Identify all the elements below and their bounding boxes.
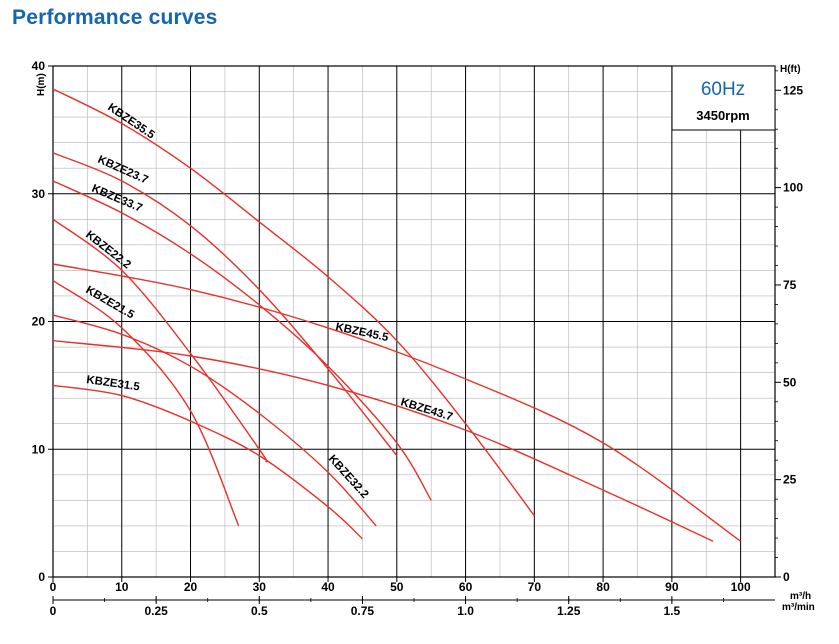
x-tick-label: 90 bbox=[665, 580, 679, 594]
curve-kbze23-7 bbox=[52, 152, 398, 457]
x-tick-label: 60 bbox=[459, 580, 473, 594]
y-tick-label: 20 bbox=[32, 315, 46, 329]
y-tick-label: 10 bbox=[32, 442, 46, 456]
x-tick-label: 80 bbox=[596, 580, 610, 594]
y2-tick-label: 100 bbox=[783, 181, 803, 195]
x2-tick-label: 0.5 bbox=[251, 604, 268, 618]
x-tick-label: 20 bbox=[184, 580, 198, 594]
x2-tick-label: 1.25 bbox=[557, 604, 581, 618]
curve-kbze45-5 bbox=[52, 263, 742, 542]
curve-kbze21-5 bbox=[52, 280, 240, 527]
y2-axis-label: H(ft) bbox=[780, 64, 801, 75]
y-tick-label: 0 bbox=[38, 570, 45, 584]
curve-kbze32-2 bbox=[52, 314, 377, 527]
curve-kbze35-5 bbox=[52, 88, 535, 517]
x2-tick-label: 0.75 bbox=[351, 604, 375, 618]
x-tick-label: 0 bbox=[50, 580, 57, 594]
x2-tick-label: 0.25 bbox=[144, 604, 168, 618]
x-axis-label: m³/h bbox=[790, 591, 811, 602]
curve-label-kbze22-2: KBZE22.2 bbox=[83, 229, 133, 272]
curve-label-kbze21-5: KBZE21.5 bbox=[84, 284, 137, 322]
y-tick-label: 30 bbox=[32, 187, 46, 201]
x-tick-label: 70 bbox=[528, 580, 542, 594]
curve-labels: KBZE35.5KBZE23.7KBZE33.7KBZE22.2KBZE21.5… bbox=[83, 102, 454, 501]
y-axis-label: H(m) bbox=[36, 73, 47, 96]
x2-axis-label: m³/min bbox=[782, 602, 815, 613]
x2-tick-label: 1.0 bbox=[457, 604, 474, 618]
curve-label-kbze43-7: KBZE43.7 bbox=[399, 396, 454, 423]
y-tick-label: 40 bbox=[32, 59, 46, 73]
y2-tick-label: 25 bbox=[783, 473, 797, 487]
curve-kbze31-5 bbox=[52, 384, 363, 540]
curve-kbze33-7 bbox=[52, 180, 432, 501]
x-tick-label: 30 bbox=[253, 580, 267, 594]
frequency-label: 60Hz bbox=[701, 79, 745, 100]
y2-tick-label: 0 bbox=[783, 570, 790, 584]
x-tick-label: 50 bbox=[390, 580, 404, 594]
x-tick-label: 40 bbox=[321, 580, 335, 594]
y2-tick-label: 125 bbox=[783, 83, 803, 97]
x2-tick-label: 1.5 bbox=[664, 604, 681, 618]
frequency-box: 60Hz 3450rpm bbox=[671, 65, 776, 131]
x2-tick-label: 0 bbox=[50, 604, 57, 618]
curve-kbze43-7 bbox=[52, 340, 714, 542]
grid-major bbox=[53, 66, 775, 577]
x-tick-label: 100 bbox=[731, 580, 751, 594]
page-title: Performance curves bbox=[12, 6, 218, 29]
curve-label-kbze35-5: KBZE35.5 bbox=[105, 102, 157, 142]
speed-label: 3450rpm bbox=[696, 108, 749, 123]
frequency-box-frame bbox=[671, 65, 776, 131]
x-tick-label: 10 bbox=[115, 580, 129, 594]
y2-tick-label: 75 bbox=[783, 278, 797, 292]
y2-tick-label: 50 bbox=[783, 375, 797, 389]
curve-kbze22-2 bbox=[52, 218, 268, 463]
curves bbox=[52, 88, 742, 542]
